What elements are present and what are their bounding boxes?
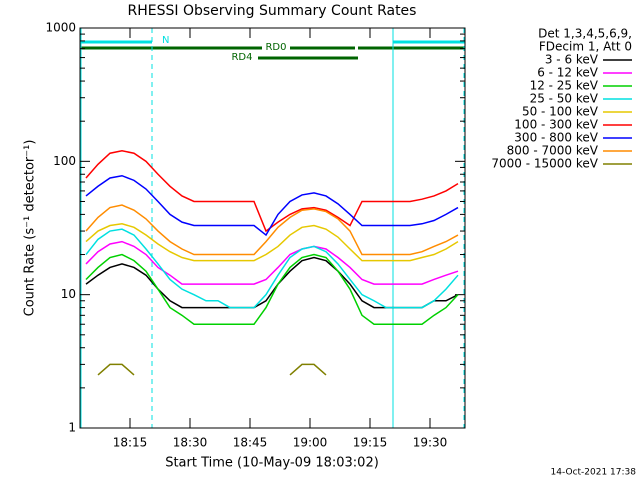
x-tick-label: 19:00 (293, 436, 328, 450)
series-line (85, 204, 459, 256)
x-tick-label: 19:30 (413, 436, 448, 450)
series-line (85, 228, 459, 309)
x-tick-label: 19:15 (353, 436, 388, 450)
x-axis-label: Start Time (10-May-09 18:03:02) (165, 456, 379, 471)
annotation: RD4 (231, 52, 252, 63)
chart-title: RHESSI Observing Summary Count Rates (128, 3, 417, 19)
legend-label: 800 - 7000 keV (507, 144, 599, 158)
legend-label: 7000 - 15000 keV (491, 157, 598, 171)
series-line (85, 253, 459, 325)
series-line (85, 240, 459, 285)
y-axis-label: Count Rate (s⁻¹ detector⁻¹) (23, 140, 38, 317)
y-tick-label: 10 (61, 287, 76, 301)
y-tick-label: 1 (68, 421, 76, 435)
legend-label: 300 - 800 keV (514, 131, 598, 145)
legend-label: 25 - 50 keV (530, 92, 599, 106)
x-tick-label: 18:45 (233, 436, 268, 450)
annotation: N (162, 35, 169, 46)
y-tick-label: 100 (53, 154, 76, 168)
series-line (97, 363, 135, 376)
series-line (85, 150, 459, 233)
legend-header: Det 1,3,4,5,6,9, (538, 27, 632, 41)
series-line (85, 174, 459, 237)
y-tick-label: 1000 (45, 21, 76, 35)
legend-label: 6 - 12 keV (537, 66, 599, 80)
legend-label: 100 - 300 keV (514, 118, 598, 132)
legend-label: 12 - 25 keV (530, 79, 599, 93)
series-line (85, 223, 459, 262)
x-tick-label: 18:15 (113, 436, 148, 450)
legend-label: 3 - 6 keV (545, 53, 599, 67)
legend-label: 50 - 100 keV (522, 105, 599, 119)
footer: 14-Oct-2021 17:38 (551, 468, 637, 478)
x-tick-label: 18:30 (173, 436, 208, 450)
legend-header: FDecim 1, Att 0 (539, 40, 632, 54)
plot-frame (79, 27, 466, 429)
series-line (289, 363, 327, 376)
annotation: RD0 (265, 42, 286, 53)
